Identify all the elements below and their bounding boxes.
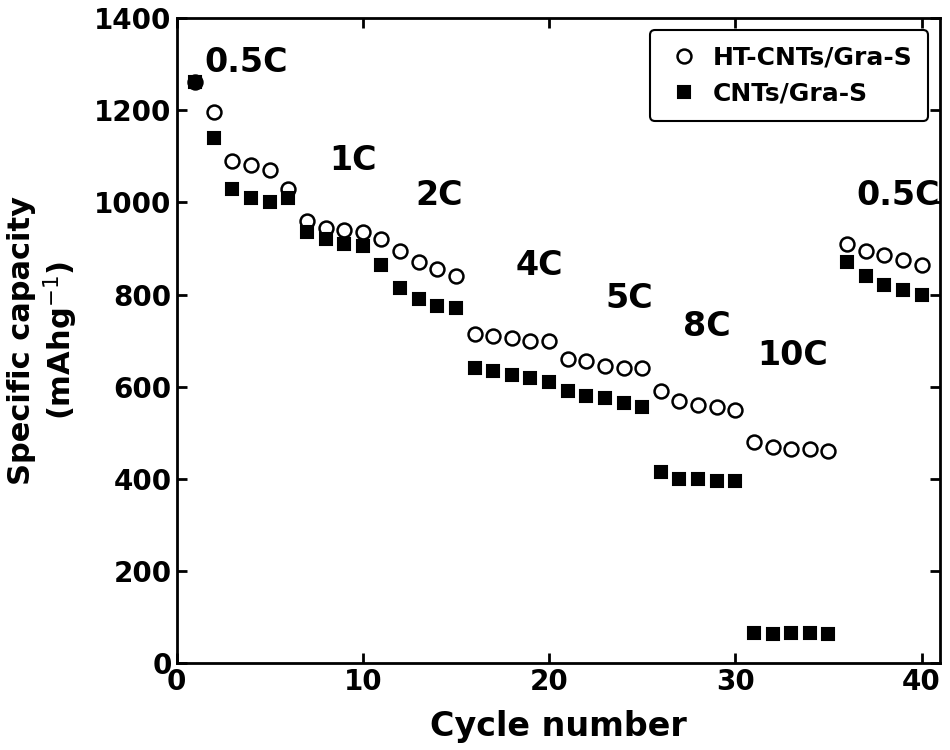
CNTs/Gra-S	[487, 366, 499, 375]
CNTs/Gra-S	[208, 134, 219, 142]
CNTs/Gra-S	[245, 194, 256, 202]
HT-CNTs/Gra-S	[916, 260, 927, 269]
HT-CNTs/Gra-S	[562, 355, 574, 364]
CNTs/Gra-S	[767, 630, 778, 639]
HT-CNTs/Gra-S	[823, 447, 834, 456]
HT-CNTs/Gra-S	[208, 108, 219, 117]
CNTs/Gra-S	[431, 302, 443, 310]
Text: 10C: 10C	[758, 339, 828, 372]
HT-CNTs/Gra-S	[431, 265, 443, 274]
HT-CNTs/Gra-S	[898, 256, 909, 265]
HT-CNTs/Gra-S	[580, 357, 592, 366]
HT-CNTs/Gra-S	[711, 403, 722, 412]
HT-CNTs/Gra-S	[469, 329, 481, 338]
CNTs/Gra-S	[749, 628, 760, 638]
CNTs/Gra-S	[450, 304, 462, 313]
CNTs/Gra-S	[264, 198, 276, 207]
Line: HT-CNTs/Gra-S: HT-CNTs/Gra-S	[188, 76, 928, 458]
CNTs/Gra-S	[227, 184, 238, 193]
HT-CNTs/Gra-S	[543, 336, 555, 345]
CNTs/Gra-S	[394, 283, 406, 292]
CNTs/Gra-S	[376, 260, 388, 269]
HT-CNTs/Gra-S	[227, 156, 238, 165]
Text: 0.5C: 0.5C	[856, 178, 940, 212]
HT-CNTs/Gra-S	[487, 332, 499, 340]
Text: 0.5C: 0.5C	[204, 46, 288, 79]
HT-CNTs/Gra-S	[524, 336, 536, 345]
CNTs/Gra-S	[674, 475, 685, 484]
CNTs/Gra-S	[543, 377, 555, 386]
CNTs/Gra-S	[860, 272, 871, 280]
CNTs/Gra-S	[804, 628, 815, 638]
HT-CNTs/Gra-S	[860, 246, 871, 255]
CNTs/Gra-S	[338, 239, 350, 248]
HT-CNTs/Gra-S	[749, 437, 760, 446]
HT-CNTs/Gra-S	[693, 400, 704, 410]
Y-axis label: Specific capacity
(mAhg$^{-1}$): Specific capacity (mAhg$^{-1}$)	[7, 196, 81, 485]
CNTs/Gra-S	[413, 295, 425, 304]
HT-CNTs/Gra-S	[767, 442, 778, 452]
HT-CNTs/Gra-S	[656, 387, 667, 396]
CNTs/Gra-S	[524, 373, 536, 382]
CNTs/Gra-S	[898, 286, 909, 295]
CNTs/Gra-S	[618, 398, 629, 407]
CNTs/Gra-S	[506, 370, 518, 380]
CNTs/Gra-S	[580, 392, 592, 400]
HT-CNTs/Gra-S	[636, 364, 648, 373]
HT-CNTs/Gra-S	[357, 228, 369, 237]
CNTs/Gra-S	[469, 364, 481, 373]
CNTs/Gra-S	[282, 194, 294, 202]
CNTs/Gra-S	[189, 78, 200, 87]
Text: 8C: 8C	[683, 310, 731, 344]
CNTs/Gra-S	[711, 477, 722, 486]
HT-CNTs/Gra-S	[189, 78, 200, 87]
HT-CNTs/Gra-S	[264, 166, 276, 175]
HT-CNTs/Gra-S	[879, 251, 890, 260]
CNTs/Gra-S	[320, 235, 332, 244]
HT-CNTs/Gra-S	[599, 362, 611, 370]
CNTs/Gra-S	[916, 290, 927, 299]
Text: 1C: 1C	[330, 144, 377, 177]
HT-CNTs/Gra-S	[674, 396, 685, 405]
CNTs/Gra-S	[562, 387, 574, 396]
CNTs/Gra-S	[636, 403, 648, 412]
HT-CNTs/Gra-S	[842, 239, 853, 248]
HT-CNTs/Gra-S	[338, 226, 350, 235]
HT-CNTs/Gra-S	[301, 216, 313, 225]
CNTs/Gra-S	[823, 629, 834, 638]
CNTs/Gra-S	[842, 258, 853, 267]
HT-CNTs/Gra-S	[282, 184, 294, 193]
X-axis label: Cycle number: Cycle number	[430, 710, 687, 743]
HT-CNTs/Gra-S	[804, 445, 815, 454]
CNTs/Gra-S	[730, 477, 741, 486]
Text: 4C: 4C	[516, 248, 563, 281]
Text: 2C: 2C	[415, 178, 463, 212]
CNTs/Gra-S	[879, 280, 890, 290]
CNTs/Gra-S	[656, 467, 667, 476]
HT-CNTs/Gra-S	[450, 272, 462, 280]
HT-CNTs/Gra-S	[730, 405, 741, 414]
HT-CNTs/Gra-S	[394, 246, 406, 255]
HT-CNTs/Gra-S	[376, 235, 388, 244]
CNTs/Gra-S	[357, 242, 369, 250]
CNTs/Gra-S	[786, 628, 797, 638]
CNTs/Gra-S	[301, 228, 313, 237]
HT-CNTs/Gra-S	[245, 161, 256, 170]
HT-CNTs/Gra-S	[506, 334, 518, 343]
CNTs/Gra-S	[693, 475, 704, 484]
HT-CNTs/Gra-S	[618, 364, 629, 373]
Legend: HT-CNTs/Gra-S, CNTs/Gra-S: HT-CNTs/Gra-S, CNTs/Gra-S	[651, 31, 928, 121]
HT-CNTs/Gra-S	[786, 445, 797, 454]
Text: 5C: 5C	[605, 282, 653, 315]
HT-CNTs/Gra-S	[320, 224, 332, 232]
Line: CNTs/Gra-S: CNTs/Gra-S	[189, 76, 928, 640]
HT-CNTs/Gra-S	[413, 258, 425, 267]
CNTs/Gra-S	[599, 394, 611, 403]
